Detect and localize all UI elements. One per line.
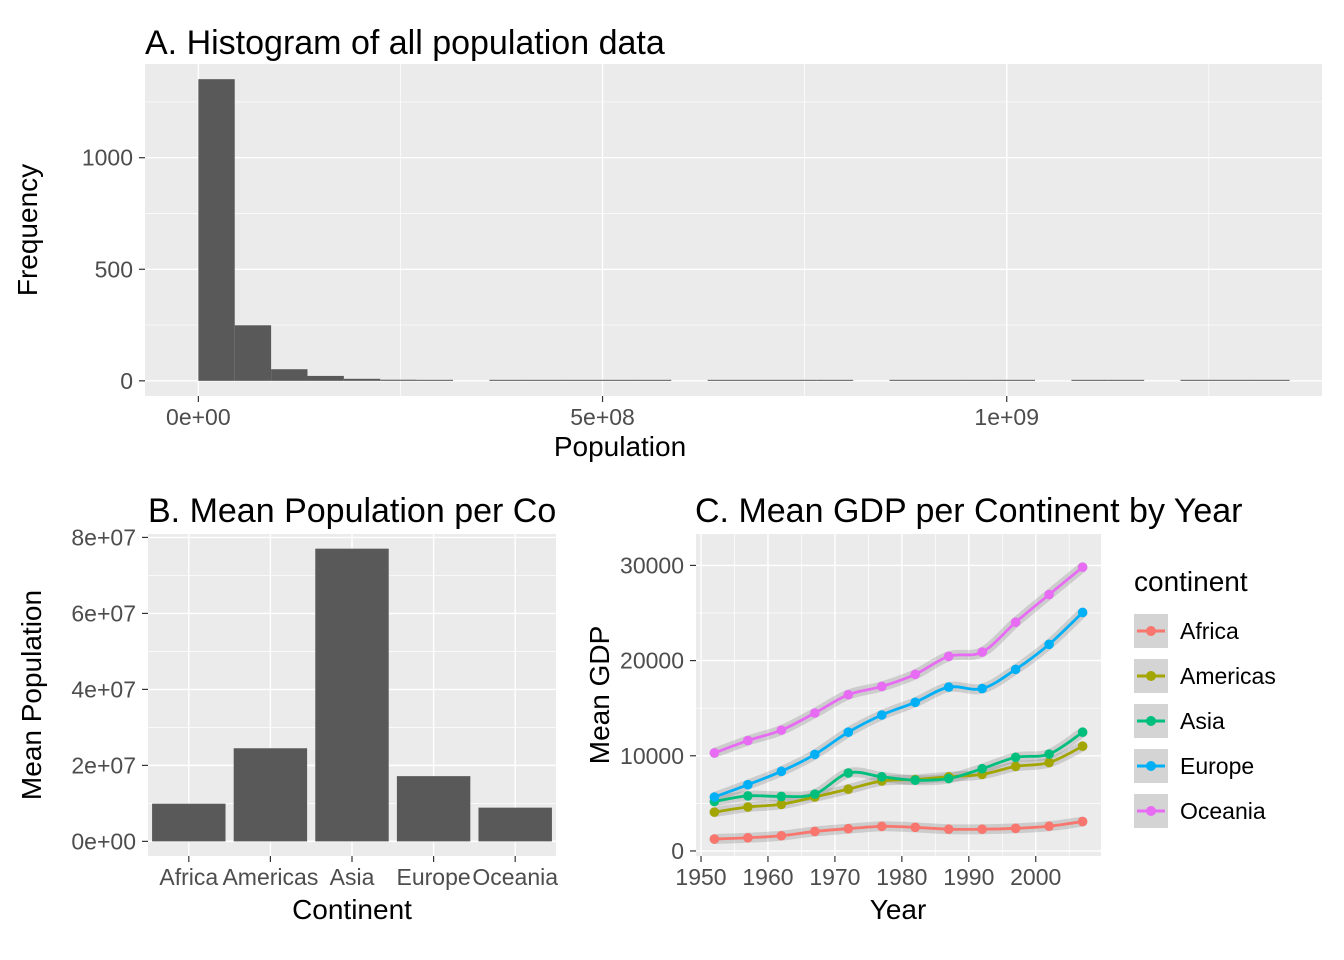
legend-label: Africa bbox=[1180, 617, 1239, 644]
svg-text:8e+07: 8e+07 bbox=[71, 524, 136, 550]
panel-c-ylabel: Mean GDP bbox=[584, 625, 615, 765]
panel-b-ylabel: Mean Population bbox=[16, 589, 47, 801]
legend-key-icon bbox=[1134, 659, 1168, 693]
svg-text:1960: 1960 bbox=[742, 864, 793, 890]
svg-text:1980: 1980 bbox=[876, 864, 927, 890]
svg-text:1000: 1000 bbox=[82, 145, 133, 171]
svg-text:2e+07: 2e+07 bbox=[71, 752, 136, 778]
svg-text:0: 0 bbox=[120, 368, 133, 394]
svg-text:1970: 1970 bbox=[809, 864, 860, 890]
bar-chart-bars bbox=[152, 548, 552, 842]
svg-text:30000: 30000 bbox=[620, 552, 684, 578]
svg-text:Europe: Europe bbox=[397, 864, 471, 890]
svg-text:1e+09: 1e+09 bbox=[974, 404, 1039, 430]
legend: continent Africa Americas Asia Europe Oceani… bbox=[1134, 566, 1276, 839]
svg-text:6e+07: 6e+07 bbox=[71, 600, 136, 626]
legend-key-icon bbox=[1134, 794, 1168, 828]
panel-c-title: C. Mean GDP per Continent by Year bbox=[695, 492, 1243, 530]
svg-text:1990: 1990 bbox=[943, 864, 994, 890]
svg-text:2000: 2000 bbox=[1010, 864, 1061, 890]
svg-text:0e+00: 0e+00 bbox=[166, 404, 231, 430]
panel-a-xlabel: Population bbox=[553, 431, 687, 462]
legend-title: continent bbox=[1134, 566, 1248, 597]
legend-item-europe: Europe bbox=[1134, 749, 1276, 783]
legend-key-icon bbox=[1134, 614, 1168, 648]
svg-text:5e+08: 5e+08 bbox=[570, 404, 635, 430]
legend-item-oceania: Oceania bbox=[1134, 794, 1276, 828]
panel-c-xlabel: Year bbox=[869, 894, 927, 925]
svg-text:0: 0 bbox=[671, 838, 684, 864]
legend-label: Oceania bbox=[1180, 797, 1266, 824]
panel-a-chart: 0e+00 5e+08 1e+09 0 500 1000 bbox=[82, 64, 1322, 430]
svg-text:10000: 10000 bbox=[620, 743, 684, 769]
svg-text:0e+00: 0e+00 bbox=[71, 828, 136, 854]
svg-text:Americas: Americas bbox=[222, 864, 318, 890]
data-points bbox=[709, 562, 1088, 844]
legend-key-icon bbox=[1134, 704, 1168, 738]
panel-b-chart: Africa Americas Asia Europe Oceania 0e+00 2e+0… bbox=[71, 524, 558, 890]
histogram-bars bbox=[198, 79, 1290, 381]
legend-label: Americas bbox=[1180, 662, 1276, 689]
legend-item-asia: Asia bbox=[1134, 704, 1276, 738]
legend-label: Asia bbox=[1180, 707, 1225, 734]
svg-text:20000: 20000 bbox=[620, 648, 684, 674]
legend-item-africa: Africa bbox=[1134, 614, 1276, 648]
svg-text:4e+07: 4e+07 bbox=[71, 676, 136, 702]
legend-label: Europe bbox=[1180, 752, 1255, 779]
panel-b-xlabel: Continent bbox=[292, 894, 412, 925]
legend-key-icon bbox=[1134, 749, 1168, 783]
panel-a-title: A. Histogram of all population data bbox=[145, 24, 665, 62]
legend-items: Africa Americas Asia Europe Oceania bbox=[1134, 614, 1276, 828]
svg-text:Asia: Asia bbox=[330, 864, 375, 890]
panel-b-title: B. Mean Population per Co bbox=[148, 492, 557, 530]
legend-item-americas: Americas bbox=[1134, 659, 1276, 693]
panel-a-ylabel: Frequency bbox=[12, 163, 43, 297]
svg-text:Oceania: Oceania bbox=[472, 864, 558, 890]
svg-text:Africa: Africa bbox=[159, 864, 218, 890]
svg-text:1950: 1950 bbox=[675, 864, 726, 890]
svg-text:500: 500 bbox=[95, 256, 133, 282]
